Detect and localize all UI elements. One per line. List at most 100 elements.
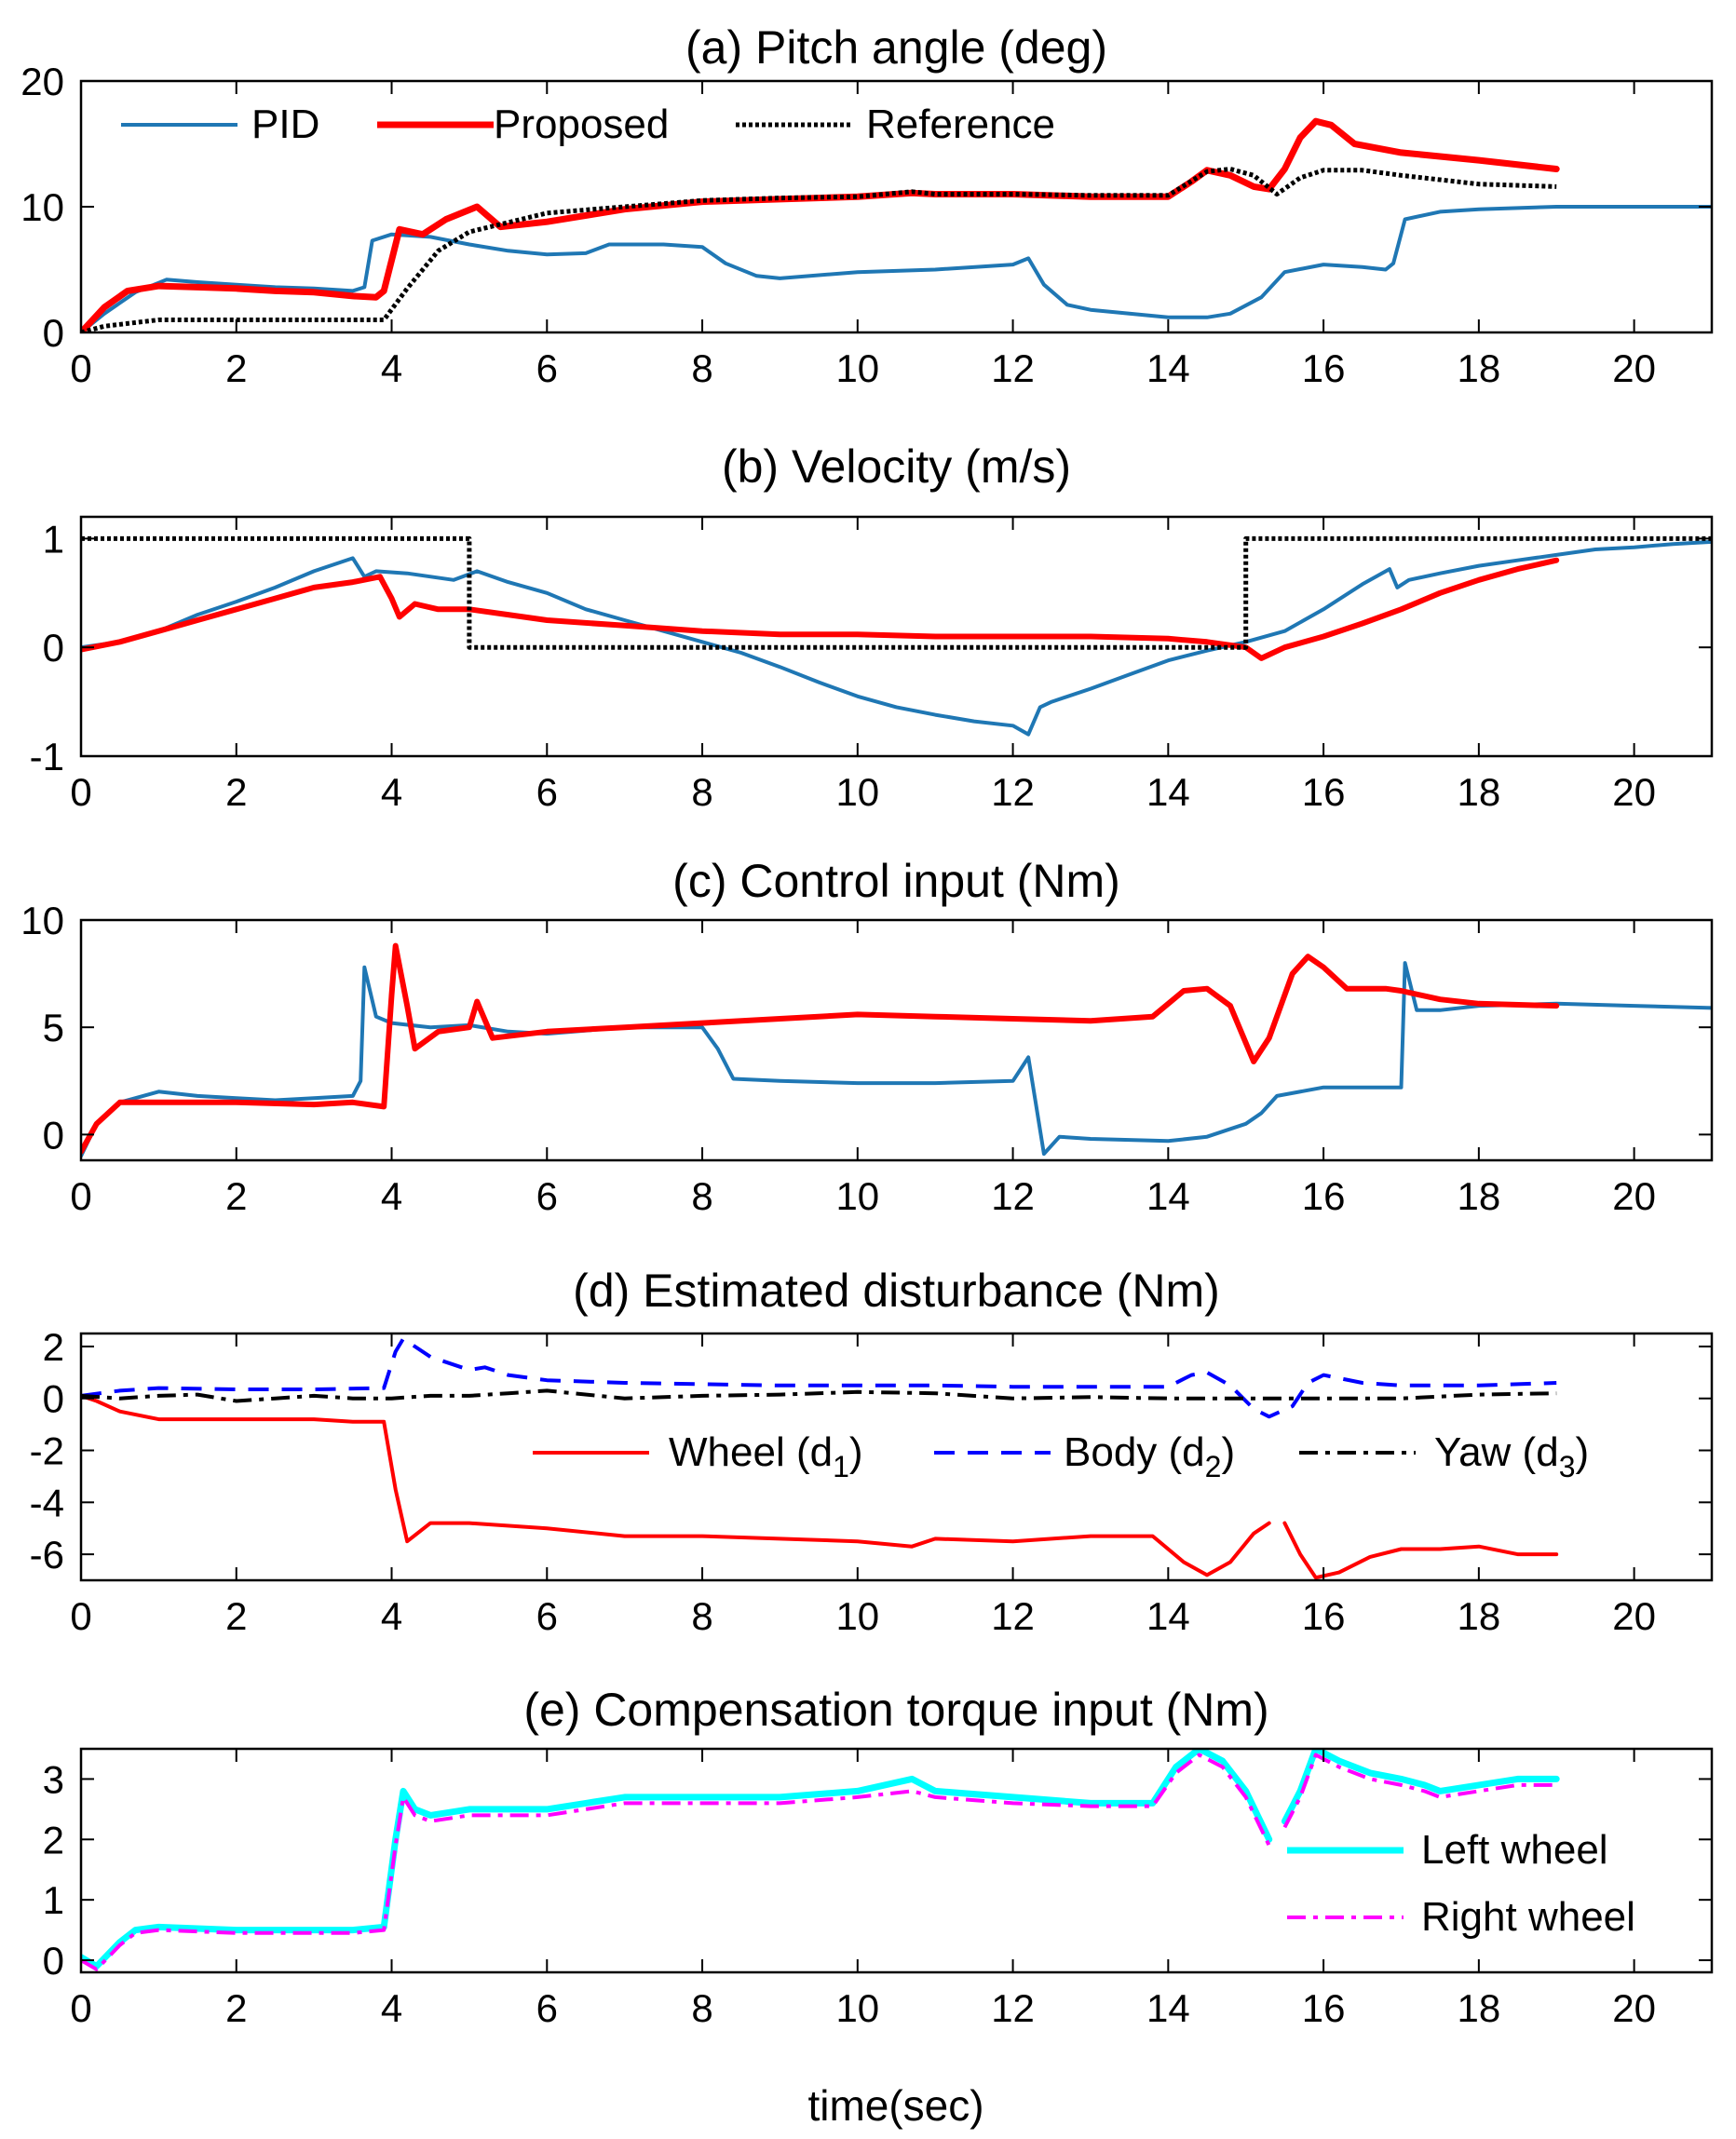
x-tick-label-e-2: 2 <box>225 1986 247 2030</box>
subplot-a: (a) Pitch angle (deg) 0 2 4 6 8 10 12 14 16 18 20 0 1… <box>20 21 1714 390</box>
x-tick-label-b-12: 12 <box>991 770 1035 814</box>
legend-label-d-0: Wheel (d1) <box>669 1429 863 1483</box>
series-line-e-2 <box>81 1753 1271 1971</box>
subplot-title-b: (b) Velocity (m/s) <box>722 440 1071 493</box>
x-tick-label-b-10: 10 <box>835 770 879 814</box>
series-line-c-0 <box>81 961 1712 1158</box>
legend-label-a-2: Reference <box>866 102 1055 147</box>
y-tick-label-b-0: 0 <box>43 626 64 670</box>
x-tick-label-e-12: 12 <box>991 1986 1035 2030</box>
x-tick-label-e-14: 14 <box>1146 1986 1190 2030</box>
x-tick-label-e-20: 20 <box>1612 1986 1656 2030</box>
x-tick-label-c-14: 14 <box>1146 1174 1190 1218</box>
series-line-d-1 <box>1282 1521 1559 1580</box>
legend-label-d-2: Yaw (d3) <box>1434 1429 1589 1483</box>
series-line-e-3 <box>1282 1753 1557 1829</box>
series-group-a <box>81 117 1712 332</box>
series-line-b-0 <box>81 539 1712 737</box>
x-tick-label-b-0: 0 <box>70 770 91 814</box>
y-tick-label-d--4: -4 <box>30 1481 64 1524</box>
x-tick-label-d-14: 14 <box>1146 1594 1190 1638</box>
series-line-e-0 <box>81 1749 1273 1970</box>
x-tick-label-d-2: 2 <box>225 1594 247 1638</box>
y-tick-label-e-3: 3 <box>43 1757 64 1801</box>
y-tick-label-e-0: 0 <box>43 1939 64 1983</box>
x-tick-label-d-20: 20 <box>1612 1594 1656 1638</box>
series-group-c <box>81 942 1712 1158</box>
subplot-title-e: (e) Compensation torque input (Nm) <box>523 1684 1268 1736</box>
subplot-d: (d) Estimated disturbance (Nm) 0 2 4 6 8 10 12 1… <box>30 1265 1714 1638</box>
legend-d: Wheel (d1) Body (d2) Yaw (d3) <box>533 1429 1589 1483</box>
x-tick-label-a-10: 10 <box>835 346 879 390</box>
x-tick-label-d-10: 10 <box>835 1594 879 1638</box>
x-tick-label-e-16: 16 <box>1302 1986 1346 2030</box>
series-line-a-2 <box>81 167 1557 332</box>
subplot-title-a: (a) Pitch angle (deg) <box>685 21 1107 74</box>
x-tick-label-c-18: 18 <box>1457 1174 1500 1218</box>
series-line-c-1 <box>81 942 1560 1155</box>
x-tick-label-d-0: 0 <box>70 1594 91 1638</box>
y-tick-label-a-10: 10 <box>20 185 64 229</box>
x-tick-label-e-6: 6 <box>536 1986 558 2030</box>
subplot-stack: (a) Pitch angle (deg)0 2 4 6 8 10 12 14 16 18 2001… <box>20 21 1714 2030</box>
x-tick-label-c-16: 16 <box>1302 1174 1346 1218</box>
subplot-e: (e) Compensation torque input (Nm) 0 2 4 6 8 1… <box>43 1684 1714 2030</box>
x-tick-label-a-2: 2 <box>225 346 247 390</box>
series-line-a-0 <box>81 205 1712 332</box>
axes-box-b <box>79 515 1714 758</box>
x-tick-label-c-12: 12 <box>991 1174 1035 1218</box>
legend-label-e-0: Left wheel <box>1421 1827 1608 1873</box>
x-tick-label-e-0: 0 <box>70 1986 91 2030</box>
y-tick-label-e-1: 1 <box>43 1878 64 1922</box>
x-tick-label-a-4: 4 <box>381 346 402 390</box>
x-tick-label-c-20: 20 <box>1612 1174 1656 1218</box>
legend-e: Left wheel Right wheel <box>1287 1827 1635 1940</box>
series-line-a-1 <box>81 117 1560 332</box>
y-tick-label-a-20: 20 <box>20 60 64 103</box>
series-group-b <box>81 535 1712 737</box>
x-tick-label-a-16: 16 <box>1302 346 1346 390</box>
x-tick-label-b-16: 16 <box>1302 770 1346 814</box>
x-tick-label-c-2: 2 <box>225 1174 247 1218</box>
x-tick-label-d-4: 4 <box>381 1594 402 1638</box>
x-tick-label-a-8: 8 <box>691 346 712 390</box>
series-line-d-0 <box>81 1393 1271 1577</box>
x-tick-label-c-6: 6 <box>536 1174 558 1218</box>
y-tick-label-c-10: 10 <box>20 899 64 942</box>
x-tick-label-c-10: 10 <box>835 1174 879 1218</box>
x-tick-label-e-18: 18 <box>1457 1986 1500 2030</box>
y-tick-label-e-2: 2 <box>43 1818 64 1861</box>
legend-label-a-1: Proposed <box>494 102 669 147</box>
y-tick-label-b--1: -1 <box>30 735 64 778</box>
series-group-e <box>81 1749 1560 1971</box>
x-tick-label-a-0: 0 <box>70 346 91 390</box>
x-tick-label-a-18: 18 <box>1457 346 1500 390</box>
series-line-b-2 <box>81 535 1712 650</box>
axes-box-d <box>79 1332 1714 1582</box>
x-tick-label-b-14: 14 <box>1146 770 1190 814</box>
x-tick-label-b-20: 20 <box>1612 770 1656 814</box>
x-tick-label-a-12: 12 <box>991 346 1035 390</box>
x-tick-label-b-8: 8 <box>691 770 712 814</box>
x-tick-label-b-2: 2 <box>225 770 247 814</box>
axes-box-c <box>79 918 1714 1162</box>
x-tick-label-d-6: 6 <box>536 1594 558 1638</box>
legend-label-a-0: PID <box>251 102 319 147</box>
x-tick-label-c-4: 4 <box>381 1174 402 1218</box>
subplot-title-c: (c) Control input (Nm) <box>672 855 1120 907</box>
x-tick-label-a-6: 6 <box>536 346 558 390</box>
axes-box-e <box>79 1747 1714 1974</box>
subplot-c: (c) Control input (Nm) 0 2 4 6 8 10 12 14 16 18 20 0… <box>20 855 1714 1218</box>
legend-label-d-1: Body (d2) <box>1064 1429 1235 1483</box>
y-tick-label-d--2: -2 <box>30 1429 64 1473</box>
x-tick-label-b-18: 18 <box>1457 770 1500 814</box>
series-line-d-2 <box>81 1336 1557 1419</box>
x-tick-label-e-10: 10 <box>835 1986 879 2030</box>
x-tick-label-e-4: 4 <box>381 1986 402 2030</box>
x-tick-label-d-18: 18 <box>1457 1594 1500 1638</box>
x-axis-label: time(sec) <box>807 2081 983 2130</box>
series-line-b-1 <box>81 557 1560 661</box>
series-line-d-3 <box>81 1388 1557 1403</box>
x-tick-label-b-4: 4 <box>381 770 402 814</box>
